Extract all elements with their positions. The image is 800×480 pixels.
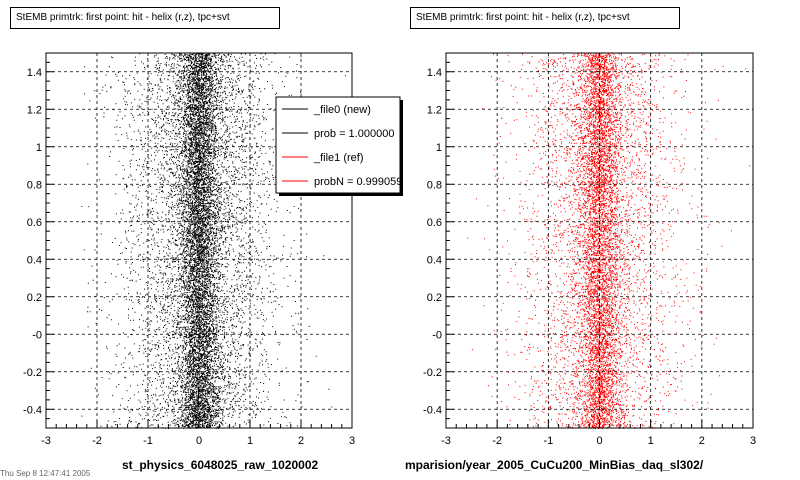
left-y-tick-label: 1 bbox=[36, 142, 42, 154]
left-y-tick-label: -0.2 bbox=[23, 367, 42, 379]
legend-entry: probN = 0.999059 bbox=[314, 176, 402, 188]
left-x-tick-label: 0 bbox=[196, 435, 202, 447]
footer-timestamp: Thu Sep 8 12:47:41 2005 bbox=[0, 469, 91, 478]
left-y-tick-label: -0.4 bbox=[23, 404, 42, 416]
left-x-tick-label: 3 bbox=[349, 435, 355, 447]
right-x-tick-label: 3 bbox=[750, 435, 756, 447]
left-x-axis-title: st_physics_6048025_raw_1020002 bbox=[122, 458, 319, 472]
left-y-tick-label: 0.2 bbox=[27, 292, 42, 304]
right-y-tick-label: 1 bbox=[436, 142, 442, 154]
right-x-tick-label: -1 bbox=[543, 435, 553, 447]
right-y-tick-label: 0.6 bbox=[427, 217, 442, 229]
right-grid bbox=[446, 53, 753, 428]
left-y-tick-label: 1.2 bbox=[27, 104, 42, 116]
left-y-tick-label: 0.6 bbox=[27, 217, 42, 229]
left-x-tick-label: -2 bbox=[92, 435, 102, 447]
legend-entry: _file1 (ref) bbox=[313, 152, 364, 164]
left-grid bbox=[46, 53, 352, 428]
right-y-tick-label: 0.4 bbox=[427, 254, 442, 266]
right-x-tick-label: -2 bbox=[492, 435, 502, 447]
right-x-tick-label: 0 bbox=[596, 435, 602, 447]
left-x-tick-label: -3 bbox=[41, 435, 51, 447]
left-y-tick-label: 0.4 bbox=[27, 254, 42, 266]
right-y-tick-label: -0 bbox=[432, 329, 442, 341]
left-y-tick-label: 0.8 bbox=[27, 179, 42, 191]
left-y-tick-label: 1.4 bbox=[27, 67, 42, 79]
left-plot-title: StEMB primtrk: first point: hit - helix … bbox=[10, 7, 280, 29]
right-y-tick-label: 0.8 bbox=[427, 179, 442, 191]
right-y-tick-label: 1.2 bbox=[427, 104, 442, 116]
left-y-tick-label: -0 bbox=[32, 329, 42, 341]
right-y-tick-label: 1.4 bbox=[427, 67, 442, 79]
legend-entry: prob = 1.000000 bbox=[314, 128, 394, 140]
left-x-tick-label: -1 bbox=[143, 435, 153, 447]
right-x-tick-label: 1 bbox=[648, 435, 654, 447]
legend-entry: _file0 (new) bbox=[313, 104, 371, 116]
right-x-axis-title: mparision/year_2005_CuCu200_MinBias_daq_… bbox=[405, 458, 704, 472]
right-y-tick-label: -0.2 bbox=[423, 367, 442, 379]
right-x-tick-label: 2 bbox=[699, 435, 705, 447]
right-y-tick-label: -0.4 bbox=[423, 404, 442, 416]
right-x-tick-label: -3 bbox=[441, 435, 451, 447]
left-x-tick-label: 1 bbox=[247, 435, 253, 447]
left-x-tick-label: 2 bbox=[298, 435, 304, 447]
legend: _file0 (new) prob = 1.000000 _file1 (ref) p… bbox=[275, 96, 403, 196]
right-scatter-series bbox=[467, 53, 751, 429]
right-scatter-points bbox=[467, 53, 751, 429]
right-plot-title: StEMB primtrk: first point: hit - helix … bbox=[410, 7, 680, 29]
right-y-tick-label: 0.2 bbox=[427, 292, 442, 304]
